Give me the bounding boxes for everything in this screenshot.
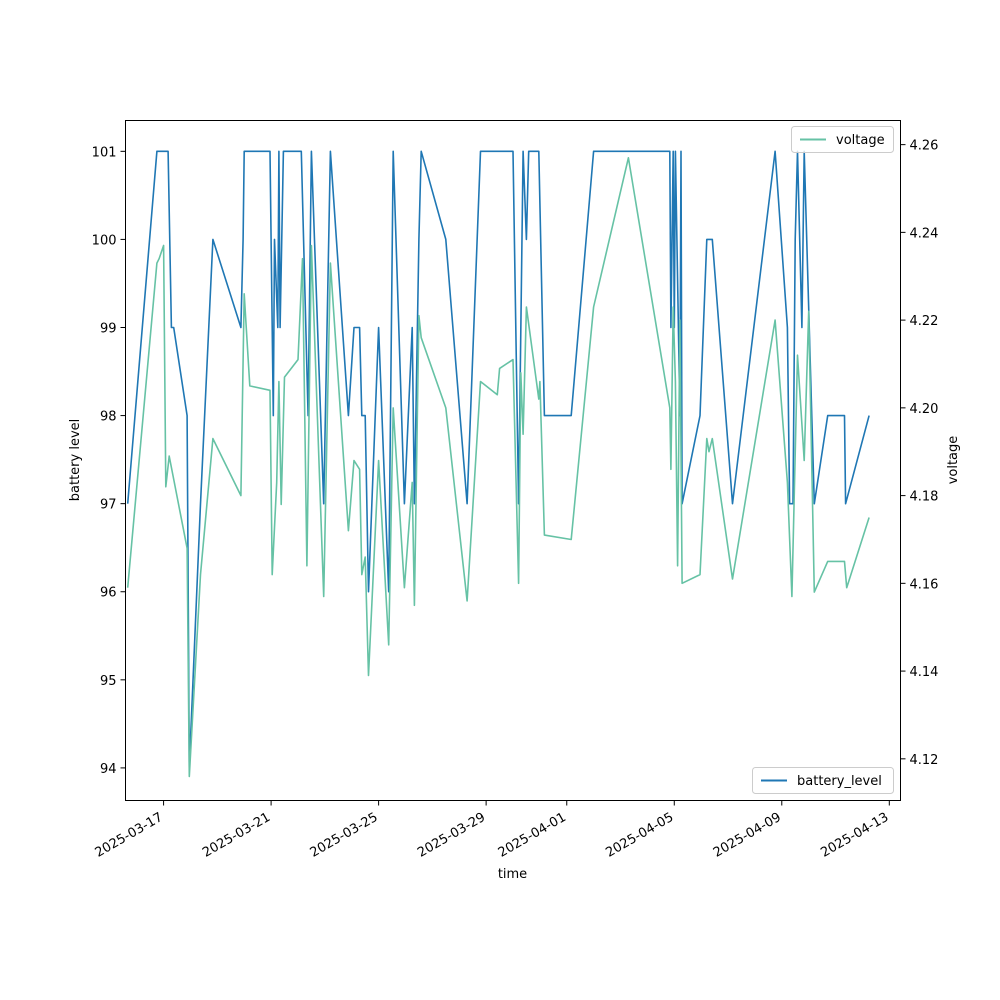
left-y-tick-label-3: 97 <box>100 498 117 513</box>
left-y-axis: 94 95 96 97 98 99 100 101 <box>92 145 126 777</box>
battery-legend: battery_level <box>752 767 894 794</box>
x-tick-label-7: 2025-04-13 <box>818 810 891 861</box>
battery-legend-label: battery_level <box>797 774 882 789</box>
voltage-series <box>126 157 870 778</box>
left-y-tick-label-6: 100 <box>92 233 117 248</box>
left-y-tick-label-7: 101 <box>92 145 117 160</box>
right-y-tick-label-7: 4.26 <box>910 139 939 154</box>
x-tick-label-4: 2025-04-01 <box>496 810 569 861</box>
voltage-legend-box <box>791 126 894 153</box>
battery-legend-box <box>752 767 894 794</box>
left-y-axis-title: battery level <box>68 419 83 502</box>
x-tick-label-3: 2025-03-29 <box>415 810 488 861</box>
voltage-legend: voltage <box>791 126 894 153</box>
x-axis-title: time <box>498 867 527 882</box>
right-y-axis: 4.12 4.14 4.16 4.18 4.20 4.22 4.24 4.26 <box>900 139 939 768</box>
right-y-tick-label-5: 4.22 <box>910 314 939 329</box>
x-tick-label-2: 2025-03-25 <box>308 810 381 861</box>
right-y-tick-label-3: 4.18 <box>910 490 939 505</box>
voltage-line <box>126 157 870 778</box>
right-y-axis-title: voltage <box>946 436 961 485</box>
battery-level-series <box>126 150 870 769</box>
battery-level-line <box>126 150 870 769</box>
right-y-tick-label-1: 4.14 <box>910 665 939 680</box>
left-y-tick-label-2: 96 <box>100 586 117 601</box>
voltage-legend-label: voltage <box>836 133 885 148</box>
x-tick-label-1: 2025-03-21 <box>200 810 273 861</box>
right-y-tick-label-2: 4.16 <box>910 577 939 592</box>
left-y-tick-label-0: 94 <box>100 762 117 777</box>
x-tick-label-5: 2025-04-05 <box>603 810 676 861</box>
left-y-tick-label-4: 98 <box>100 410 117 425</box>
right-y-tick-label-6: 4.24 <box>910 226 939 241</box>
right-y-tick-label-4: 4.20 <box>910 402 939 417</box>
left-y-tick-label-1: 95 <box>100 674 117 689</box>
x-axis: 2025-03-17 2025-03-21 2025-03-25 2025-03-29… <box>93 800 891 861</box>
x-tick-label-0: 2025-03-17 <box>93 810 166 861</box>
left-y-tick-label-5: 99 <box>100 321 117 336</box>
x-tick-label-6: 2025-04-09 <box>711 810 784 861</box>
plot-frame <box>125 120 901 801</box>
right-y-tick-label-0: 4.12 <box>910 753 939 768</box>
